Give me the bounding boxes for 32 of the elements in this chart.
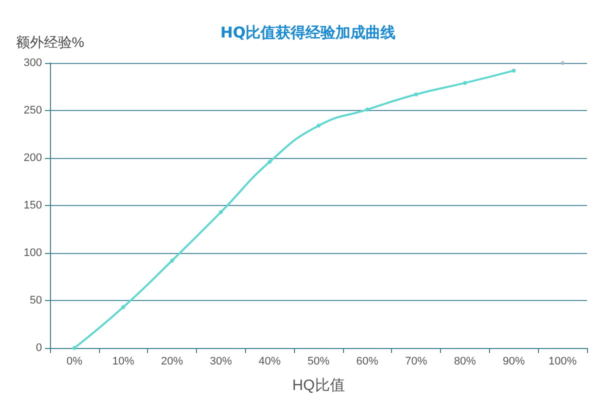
y-tick-label: 200 xyxy=(24,152,42,164)
point xyxy=(365,108,370,112)
point xyxy=(121,305,126,310)
y-tick-label: 150 xyxy=(24,200,42,212)
x-tick-label: 90% xyxy=(502,356,525,368)
point xyxy=(414,92,418,96)
y-tick-label: 0 xyxy=(36,342,42,354)
chart-title: HQ比值获得经验加成曲线 xyxy=(220,24,396,42)
point xyxy=(316,124,320,128)
x-tick-label: 70% xyxy=(405,356,428,368)
x-axis-title: HQ比值 xyxy=(292,377,345,394)
point xyxy=(512,68,516,73)
x-tick-label: 60% xyxy=(356,356,379,368)
point xyxy=(560,61,565,65)
x-tick-label: 100% xyxy=(548,356,577,368)
y-tick-label: 300 xyxy=(24,57,42,69)
x-tick-label: 30% xyxy=(210,356,232,368)
y-tick-label: 50 xyxy=(30,294,42,306)
x-tick-label: 80% xyxy=(454,356,476,368)
x-tick-label: 40% xyxy=(258,356,281,368)
x-tick-label: 20% xyxy=(161,356,184,368)
x-tick-label: 0% xyxy=(66,356,83,368)
point xyxy=(268,160,272,164)
point xyxy=(72,346,76,350)
y-tick-label: 250 xyxy=(24,104,42,116)
x-tick-label: 50% xyxy=(307,356,330,368)
y-axis-title: 额外经验% xyxy=(16,34,84,50)
x-tick-label: 10% xyxy=(112,356,134,368)
point xyxy=(170,258,174,263)
point xyxy=(462,80,467,85)
point xyxy=(218,210,223,214)
y-tick-label: 100 xyxy=(24,247,42,259)
